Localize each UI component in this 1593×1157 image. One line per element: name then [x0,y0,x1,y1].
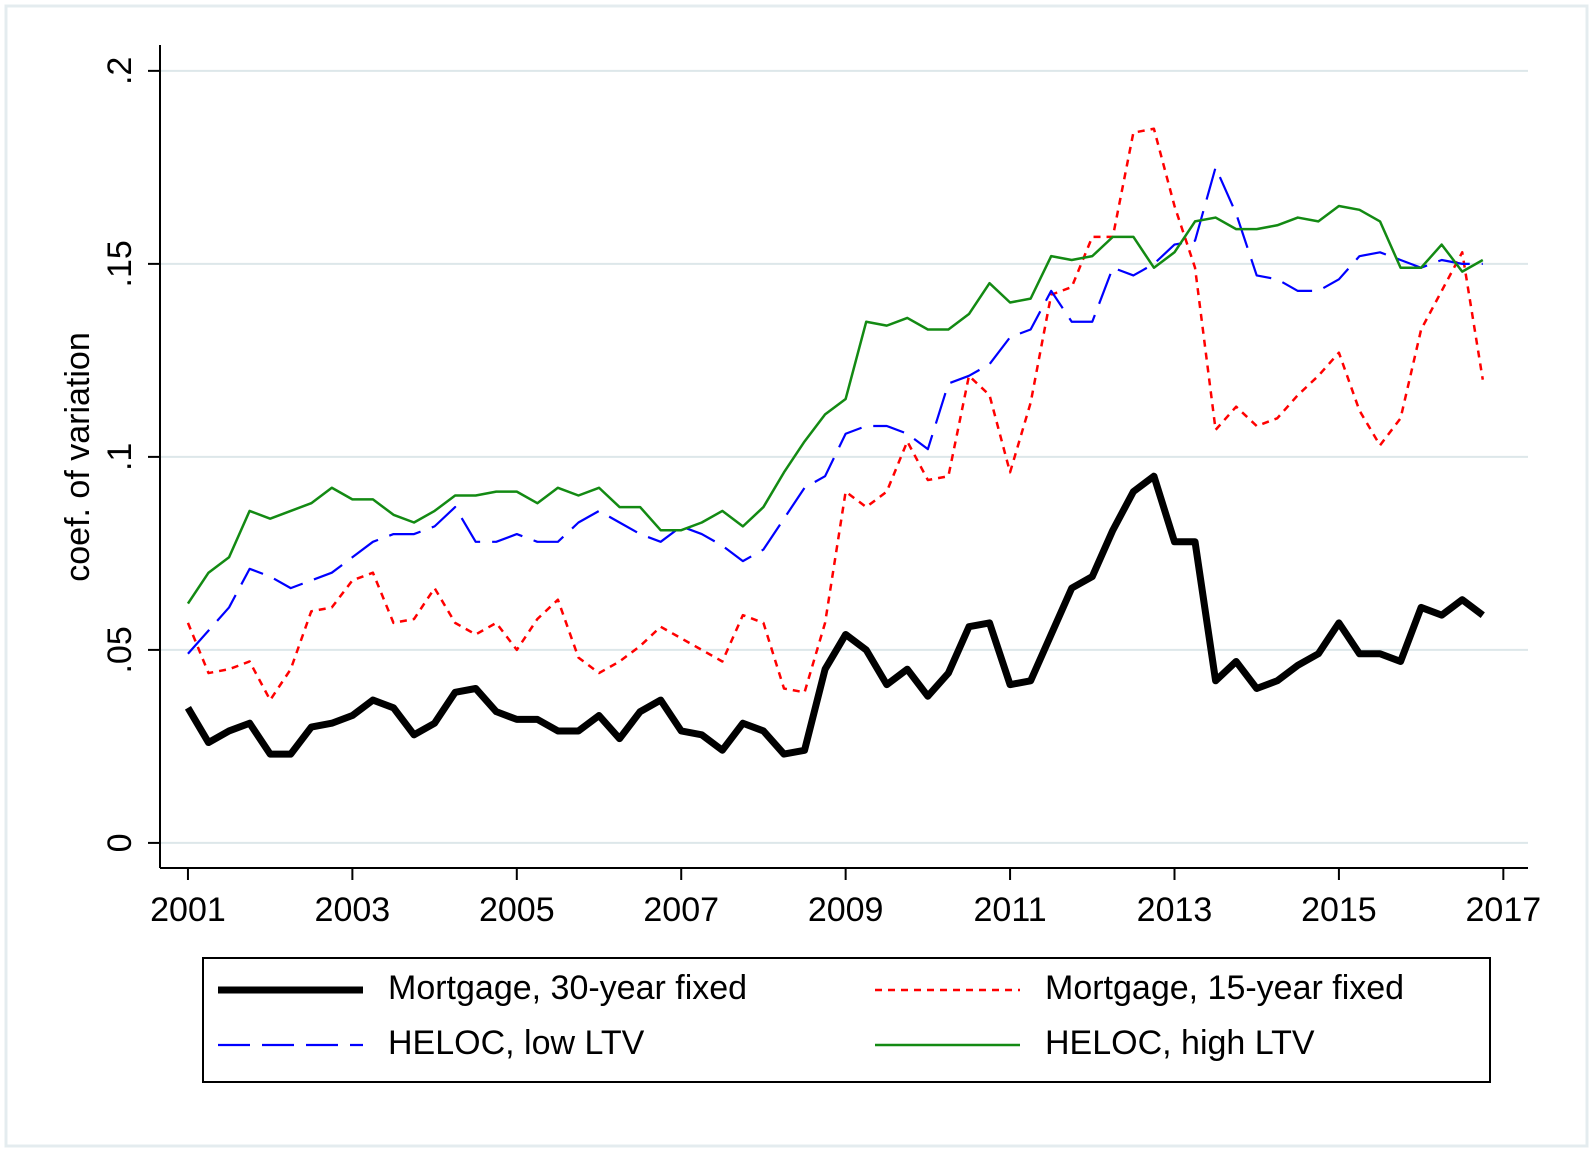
legend-label: HELOC, high LTV [1045,1024,1315,1062]
series-line [187,166,1483,655]
x-tick-label: 2005 [479,891,555,929]
x-tick-label: 2015 [1301,891,1377,929]
legend-label: Mortgage, 15-year fixed [1045,969,1404,1007]
x-tick-label: 2011 [974,891,1047,929]
series-line [186,204,1484,605]
y-tick-label: .2 [101,57,139,85]
y-axis-label: coef. of variation [59,332,97,581]
y-tick-label: .1 [101,443,139,471]
x-tick-label: 2003 [315,891,391,929]
x-tick-label: 2009 [808,891,884,929]
x-tick-label: 2007 [643,891,719,929]
series-line [184,472,1485,758]
legend-label: Mortgage, 30-year fixed [388,969,747,1007]
legend [202,957,1491,1083]
x-tick-label: 2017 [1466,891,1542,929]
y-tick-label: .15 [101,240,139,287]
background [4,4,1589,1148]
x-tick-label: 2013 [1137,891,1213,929]
y-tick-label: 0 [101,833,139,852]
series-line [186,127,1485,702]
y-tick-label: .05 [101,626,139,673]
x-tick-label: 2001 [150,891,226,929]
legend-label: HELOC, low LTV [388,1024,645,1062]
